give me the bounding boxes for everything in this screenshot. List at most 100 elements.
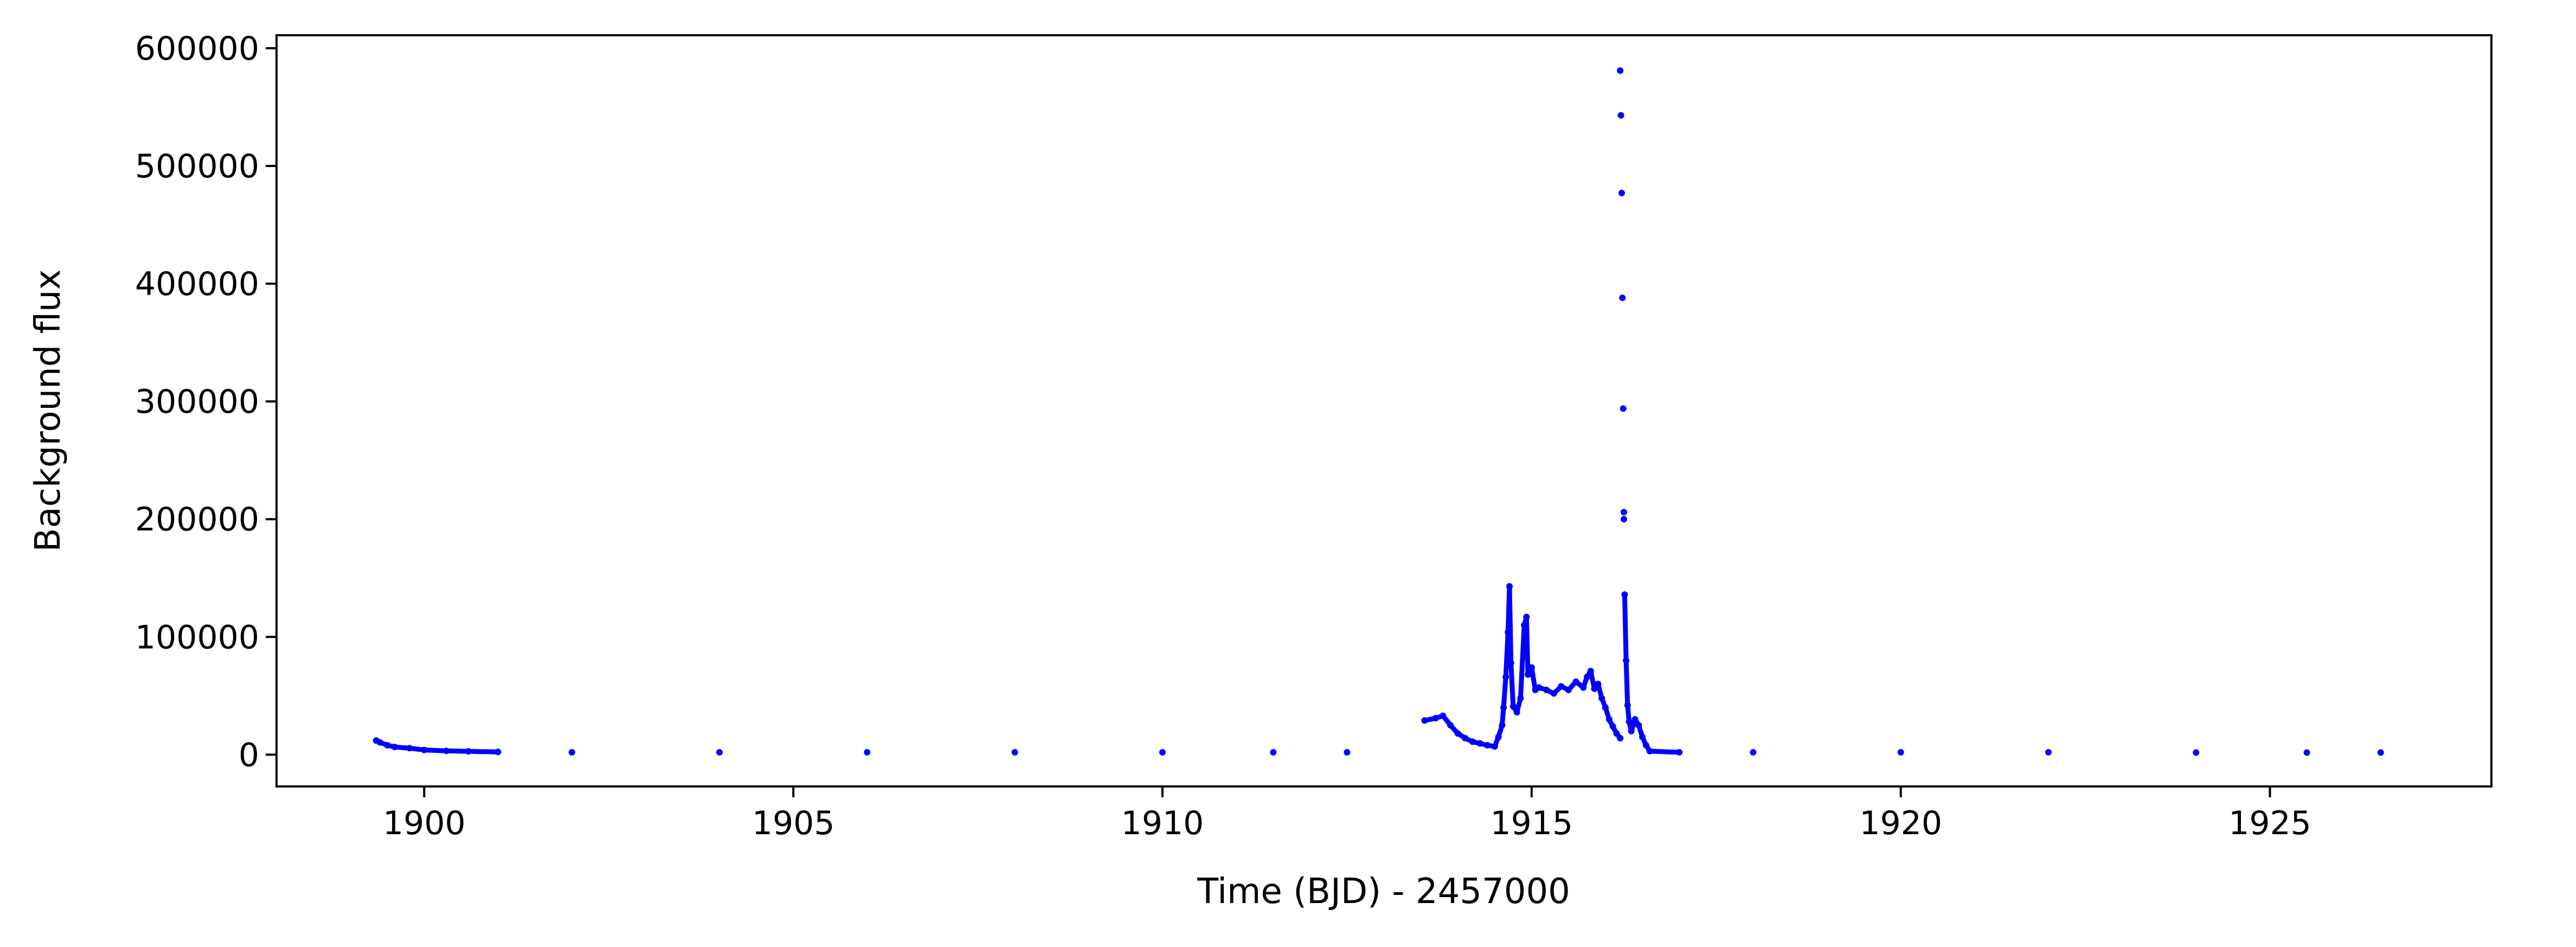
data-point — [1495, 733, 1502, 740]
x-tick-label: 1920 — [1859, 804, 1942, 842]
data-point — [716, 749, 723, 756]
data-point — [1613, 730, 1620, 737]
data-point — [1623, 657, 1630, 664]
data-point — [1591, 685, 1598, 692]
data-point — [1617, 112, 1624, 119]
data-point — [1620, 405, 1627, 412]
data-point — [376, 739, 383, 746]
data-point — [1507, 660, 1514, 667]
data-point — [1521, 622, 1528, 629]
data-point — [421, 746, 428, 753]
data-point — [1619, 295, 1626, 302]
data-point — [1617, 735, 1624, 741]
x-tick-label: 1905 — [752, 804, 835, 842]
data-point — [1598, 695, 1605, 702]
data-point — [1506, 583, 1513, 590]
data-point — [1635, 722, 1642, 729]
data-point — [1618, 189, 1625, 196]
data-point — [1491, 743, 1498, 750]
data-point — [1676, 749, 1683, 756]
data-point — [1536, 684, 1543, 691]
x-tick-label: 1900 — [383, 804, 466, 842]
y-axis: 0 100000 200000 300000 400000 500000 600000 — [135, 30, 277, 774]
data-point — [2303, 749, 2310, 756]
data-point — [1897, 749, 1904, 756]
data-point — [1565, 687, 1572, 693]
data-point — [1525, 671, 1531, 678]
data-point — [1505, 629, 1512, 636]
data-point — [1558, 683, 1565, 690]
data-point — [1642, 742, 1649, 748]
data-point — [494, 748, 502, 756]
y-tick-label: 100000 — [135, 618, 259, 656]
data-point — [568, 749, 575, 756]
data-point — [1447, 722, 1454, 729]
data-point — [1631, 716, 1639, 723]
data-point — [2045, 749, 2052, 756]
data-point — [1469, 738, 1476, 745]
data-point — [1624, 702, 1631, 709]
data-point — [1484, 742, 1491, 748]
data-point — [1502, 674, 1509, 681]
data-point — [1421, 717, 1428, 724]
data-point — [1580, 684, 1587, 691]
data-point — [1509, 703, 1517, 710]
x-tick-label: 1910 — [1121, 804, 1204, 842]
data-point — [1609, 723, 1616, 730]
data-point — [1587, 668, 1594, 675]
data-point — [1499, 722, 1506, 729]
data-point — [1628, 728, 1635, 734]
data-point — [1454, 730, 1461, 737]
data-point — [1432, 715, 1439, 722]
data-point — [1621, 509, 1627, 516]
data-point — [443, 747, 450, 754]
data-point — [1513, 709, 1520, 716]
data-point — [1462, 735, 1469, 741]
y-tick-label: 200000 — [135, 501, 259, 539]
series-layer — [373, 67, 2384, 756]
data-point — [1523, 613, 1530, 620]
y-axis-label: Background flux — [28, 270, 68, 552]
data-point — [1011, 749, 1018, 756]
data-point — [1605, 716, 1613, 723]
data-point — [391, 744, 398, 751]
data-point — [864, 749, 871, 756]
data-point — [1602, 704, 1609, 711]
y-tick-label: 600000 — [135, 30, 259, 68]
data-point — [1159, 749, 1166, 756]
data-point — [406, 745, 413, 752]
data-point — [2193, 749, 2200, 756]
x-axis-label: Time (BJD) - 2457000 — [1197, 872, 1570, 912]
data-point — [2377, 749, 2384, 756]
data-point — [1621, 591, 1628, 598]
x-axis: 1900 1905 1910 1915 1920 1925 — [383, 786, 2311, 842]
data-point — [1617, 67, 1624, 74]
y-tick-label: 0 — [239, 736, 259, 774]
data-point — [1595, 681, 1602, 688]
data-point — [1621, 516, 1627, 523]
data-point — [1344, 749, 1351, 756]
data-point — [1500, 704, 1507, 711]
data-point — [1528, 664, 1535, 671]
data-point — [1270, 749, 1277, 756]
data-point — [1572, 678, 1579, 685]
y-tick-label: 500000 — [135, 148, 259, 185]
data-point — [1646, 747, 1653, 754]
data-point — [384, 742, 391, 748]
data-point — [1626, 718, 1633, 725]
data-point — [1543, 687, 1550, 693]
data-point — [1517, 695, 1524, 702]
y-tick-label: 300000 — [135, 383, 259, 421]
x-tick-label: 1925 — [2228, 804, 2311, 842]
data-point — [465, 748, 472, 755]
data-point — [1750, 749, 1757, 756]
data-point — [1476, 740, 1483, 747]
data-point — [1639, 733, 1646, 740]
y-tick-label: 400000 — [135, 265, 259, 303]
plot-frame — [275, 34, 2493, 788]
data-point — [1550, 690, 1557, 697]
data-point — [1584, 674, 1590, 681]
